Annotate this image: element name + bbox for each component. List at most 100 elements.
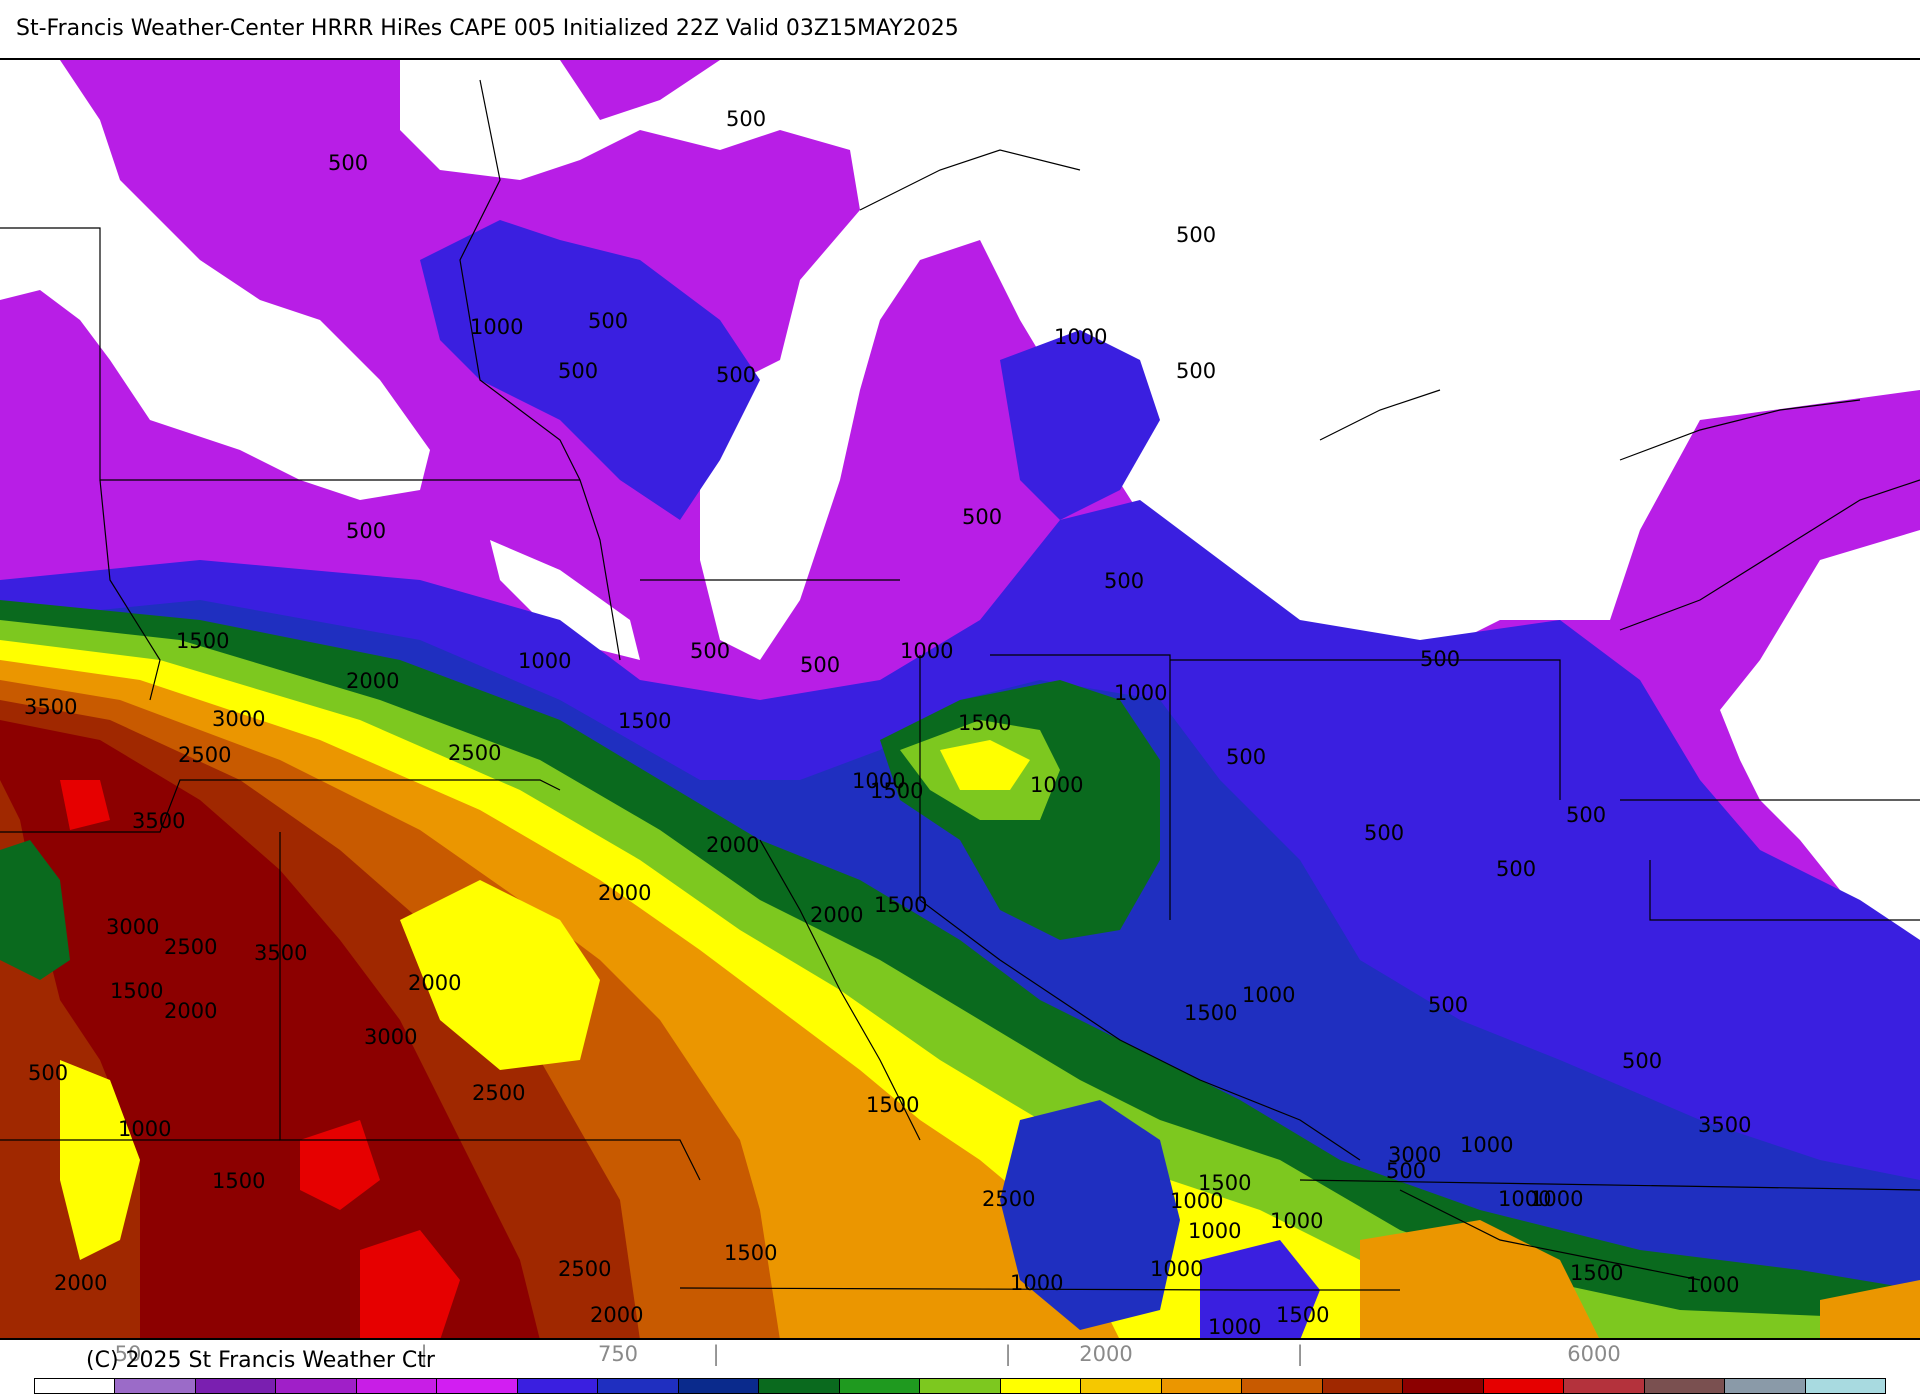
colorbar-tick: | <box>1004 1342 1012 1366</box>
contour-label: 500 <box>1496 857 1536 881</box>
colorbar-segment <box>1644 1379 1726 1393</box>
no-cape-region-northeast <box>1300 400 1400 530</box>
cape-patch-red-1 <box>300 1120 380 1210</box>
contour-label: 1000 <box>470 315 523 339</box>
contour-label: 500 <box>346 519 386 543</box>
colorbar-segment <box>920 1379 1001 1393</box>
no-cape-region-west <box>0 60 430 500</box>
contour-label: 500 <box>716 363 756 387</box>
no-cape-region-north <box>400 60 1920 680</box>
contour-label: 1000 <box>852 769 905 793</box>
contour-label: 1000 <box>1054 325 1107 349</box>
contour-label: 1500 <box>1198 1171 1251 1195</box>
contour-label: 2000 <box>408 971 461 995</box>
contour-label: 2000 <box>590 1303 643 1327</box>
contour-label: 500 <box>1386 1159 1426 1183</box>
colorbar-segment <box>356 1379 438 1393</box>
contour-labels: 500 500 1000 500 500 500 500 500 1000 50… <box>24 107 1751 1339</box>
contour-label: 1000 <box>1686 1273 1739 1297</box>
cape-patch-red-2 <box>360 1230 460 1338</box>
colorbar-tick: 6000 <box>1567 1342 1621 1366</box>
contour-label: 1500 <box>212 1169 265 1193</box>
contour-label: 1500 <box>724 1241 777 1265</box>
contour-label: 1000 <box>1530 1187 1583 1211</box>
map-title: St-Francis Weather-Center HRRR HiRes CAP… <box>16 16 959 41</box>
contour-label: 2000 <box>598 881 651 905</box>
contour-label: 3000 <box>1388 1143 1441 1167</box>
contour-label: 1000 <box>900 639 953 663</box>
contour-label: 3500 <box>254 941 307 965</box>
contour-label: 2500 <box>558 1257 611 1281</box>
contour-label: 1500 <box>1570 1261 1623 1285</box>
contour-label: 500 <box>1420 647 1460 671</box>
colorbar-segment <box>1081 1379 1162 1393</box>
contour-label: 500 <box>1176 223 1216 247</box>
contour-label: 500 <box>1566 803 1606 827</box>
colorbar-segment <box>1483 1379 1565 1393</box>
contour-label: 500 <box>800 653 840 677</box>
cape-band-blue-north <box>420 220 760 520</box>
contour-label: 1500 <box>1276 1303 1329 1327</box>
contour-label: 1000 <box>1010 1271 1063 1295</box>
contour-label: 500 <box>1364 821 1404 845</box>
copyright-text: (C) 2025 St Francis Weather Ctr <box>86 1348 435 1373</box>
contour-label: 1500 <box>618 709 671 733</box>
contour-label: 1000 <box>1498 1187 1551 1211</box>
contour-label: 2000 <box>164 999 217 1023</box>
contour-label: 1000 <box>1242 983 1295 1007</box>
contour-label: 3500 <box>132 809 185 833</box>
colorbar-segment <box>1403 1379 1484 1393</box>
contour-label: 2000 <box>810 903 863 927</box>
contour-label: 1500 <box>958 711 1011 735</box>
boundary-lines <box>0 79 1920 1291</box>
cape-patch-yellow-center <box>400 880 600 1070</box>
colorbar-segment <box>1242 1379 1323 1393</box>
contour-label: 500 <box>1428 993 1468 1017</box>
contour-label: 500 <box>558 359 598 383</box>
contour-label: 500 <box>28 1061 68 1085</box>
colorbar-tick: 2000 <box>1079 1342 1133 1366</box>
colorbar-tick: | <box>1296 1342 1304 1366</box>
contour-label: 1500 <box>874 893 927 917</box>
contour-label: 1000 <box>1188 1219 1241 1243</box>
cape-patch-blue-south-2 <box>1200 1240 1320 1338</box>
colorbar-tick: 750 <box>597 1342 639 1366</box>
colorbar-segment <box>759 1379 840 1393</box>
contour-label: 3000 <box>364 1025 417 1049</box>
cape-patch-blue-south <box>1000 1100 1180 1330</box>
contour-label: 3000 <box>106 915 159 939</box>
contour-label: 500 <box>726 107 766 131</box>
contour-label: 1000 <box>1150 1257 1203 1281</box>
contour-label: 2000 <box>54 1271 107 1295</box>
contour-label: 1500 <box>866 1093 919 1117</box>
colorbar-ticks: 50 | 750 | | 2000 | 6000 <box>0 1342 1920 1372</box>
colorbar-segment <box>1161 1379 1243 1393</box>
cape-band-west-green <box>0 840 70 980</box>
colorbar-segment <box>437 1379 518 1393</box>
contour-label: 1500 <box>110 979 163 1003</box>
colorbar-segment <box>1725 1379 1806 1393</box>
contour-label: 1000 <box>518 649 571 673</box>
cape-band-darkred <box>0 720 540 1338</box>
contour-label: 2500 <box>448 741 501 765</box>
contour-label: 500 <box>1226 745 1266 769</box>
colorbar-segment <box>1000 1379 1082 1393</box>
cape-patch-red-3 <box>60 780 110 830</box>
contour-label: 500 <box>588 309 628 333</box>
contour-label: 1000 <box>1460 1133 1513 1157</box>
colorbar-segment <box>276 1379 357 1393</box>
colorbar-segment <box>1564 1379 1645 1393</box>
contour-label: 1000 <box>1170 1189 1223 1213</box>
contour-label: 500 <box>328 151 368 175</box>
contour-label: 1000 <box>1208 1315 1261 1339</box>
contour-label: 2000 <box>706 833 759 857</box>
colorbar-segment <box>517 1379 599 1393</box>
cape-band-blue-mid <box>1000 330 1160 520</box>
cape-band-east-gold <box>1820 1280 1920 1338</box>
contour-label: 1000 <box>118 1117 171 1141</box>
contour-label: 500 <box>1622 1049 1662 1073</box>
no-cape-region-lake <box>490 540 640 660</box>
cape-band-southeast-gold <box>1360 1220 1599 1338</box>
colorbar-segment <box>839 1379 921 1393</box>
colorbar-segment <box>678 1379 760 1393</box>
